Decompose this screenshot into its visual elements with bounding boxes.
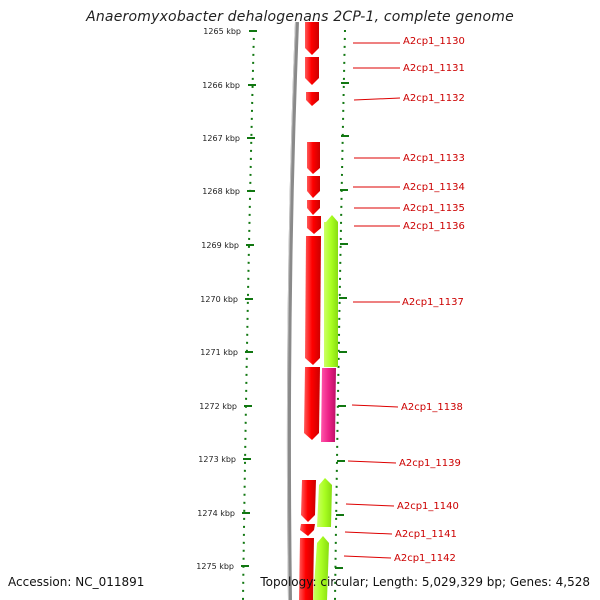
gene-label-A2cp1_1132[interactable]: A2cp1_1132 xyxy=(403,93,465,104)
gene-A2cp1_1131[interactable] xyxy=(305,57,319,85)
tick-label-1268: 1268 kbp xyxy=(202,187,240,196)
gene-A2cp1_1140[interactable] xyxy=(301,480,316,522)
gene-A2cp1_1133[interactable] xyxy=(307,142,320,174)
tick-label-1265: 1265 kbp xyxy=(203,27,241,36)
gene-leader-lines xyxy=(343,42,401,559)
gene-A2cp1_1142[interactable] xyxy=(299,538,314,600)
gene-label-A2cp1_1130[interactable]: A2cp1_1130 xyxy=(403,36,465,47)
genome-backbone-highlight xyxy=(286,21,296,600)
tick-label-1267: 1267 kbp xyxy=(202,134,240,143)
gene-label-A2cp1_1136[interactable]: A2cp1_1136 xyxy=(403,221,465,232)
gene-A2cp1_1135[interactable] xyxy=(307,200,320,215)
forward-strand-genes xyxy=(299,22,321,600)
gene-label-A2cp1_1142[interactable]: A2cp1_1142 xyxy=(394,553,456,564)
gene-A2cp1_1132[interactable] xyxy=(306,92,319,106)
genome-title: Anaeromyxobacter dehalogenans 2CP-1, com… xyxy=(86,9,514,25)
tick-label-1273: 1273 kbp xyxy=(198,455,236,464)
reverse-strand-genes xyxy=(313,215,338,600)
gene-green-A2cp1_1142[interactable] xyxy=(313,536,329,600)
gene-A2cp1_1141[interactable] xyxy=(300,524,315,536)
gene-label-A2cp1_1137[interactable]: A2cp1_1137 xyxy=(402,297,464,308)
scale-tick-marks xyxy=(241,30,257,567)
gene-A2cp1_1130[interactable] xyxy=(305,22,319,55)
gene-A2cp1_1134[interactable] xyxy=(307,176,320,198)
genome-backbone xyxy=(286,21,299,600)
tick-label-1274: 1274 kbp xyxy=(197,509,235,518)
gene-label-A2cp1_1141[interactable]: A2cp1_1141 xyxy=(395,529,457,540)
gene-magenta-A2cp1_1138[interactable] xyxy=(321,368,336,442)
gene-label-A2cp1_1133[interactable]: A2cp1_1133 xyxy=(403,153,465,164)
tick-label-1271: 1271 kbp xyxy=(200,348,238,357)
gene-green-A2cp1_1137[interactable] xyxy=(324,215,338,367)
gene-green-A2cp1_1140[interactable] xyxy=(317,478,332,527)
gene-label-A2cp1_1139[interactable]: A2cp1_1139 xyxy=(399,458,461,469)
gene-A2cp1_1136[interactable] xyxy=(307,216,321,234)
tick-label-1270: 1270 kbp xyxy=(200,295,238,304)
gene-label-A2cp1_1135[interactable]: A2cp1_1135 xyxy=(403,203,465,214)
gene-labels: A2cp1_1130 A2cp1_1131 A2cp1_1132 A2cp1_1… xyxy=(394,36,465,564)
tick-label-1275: 1275 kbp xyxy=(196,562,234,571)
gene-label-A2cp1_1131[interactable]: A2cp1_1131 xyxy=(403,63,465,74)
scale-ring-outer xyxy=(242,29,255,600)
tick-label-1272: 1272 kbp xyxy=(199,402,237,411)
accession-text: Accession: NC_011891 xyxy=(8,575,145,589)
gene-A2cp1_1138[interactable] xyxy=(304,367,320,440)
gene-label-A2cp1_1140[interactable]: A2cp1_1140 xyxy=(397,501,459,512)
gene-A2cp1_1137[interactable] xyxy=(305,236,321,365)
tick-label-1266: 1266 kbp xyxy=(202,81,240,90)
tick-label-1269: 1269 kbp xyxy=(201,241,239,250)
scale-tick-labels: 1265 kbp 1266 kbp 1267 kbp 1268 kbp 1269… xyxy=(196,27,241,571)
gene-label-A2cp1_1134[interactable]: A2cp1_1134 xyxy=(403,182,465,193)
gene-label-A2cp1_1138[interactable]: A2cp1_1138 xyxy=(401,402,463,413)
genome-summary-text: Topology: circular; Length: 5,029,329 bp… xyxy=(260,575,590,589)
inner-ring-tick-marks xyxy=(335,82,349,569)
